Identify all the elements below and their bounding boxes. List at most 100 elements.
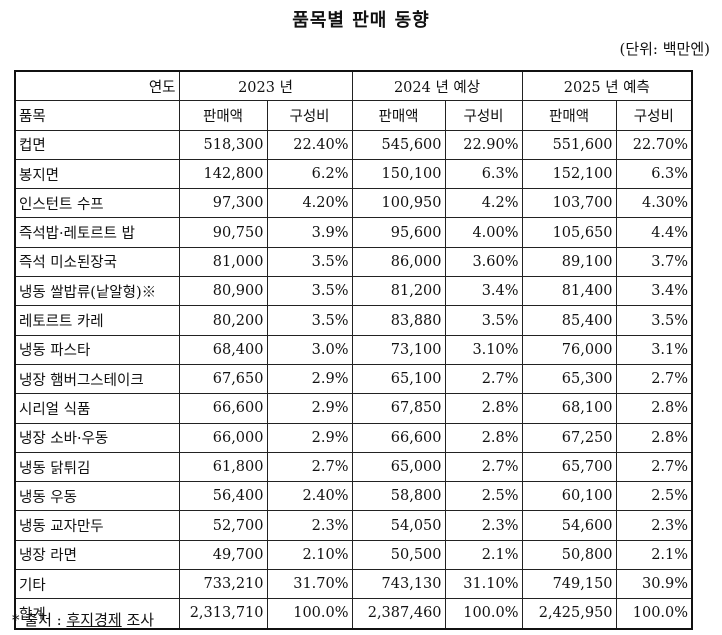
item-name-cell: 냉장 소바·우동 <box>14 422 180 453</box>
sales-value-cell: 733,210 <box>178 569 268 600</box>
sales-value-cell: 103,700 <box>521 188 617 219</box>
share-value-cell: 3.5% <box>266 246 353 278</box>
year-2025-header: 2025 년 예측 <box>521 70 693 102</box>
page-title: 품목별 판매 동향 <box>292 10 430 31</box>
share-value-cell: 3.60% <box>444 246 523 278</box>
share-header: 구성비 <box>444 100 523 131</box>
sales-value-cell: 65,700 <box>521 451 617 483</box>
share-value-cell: 2.9% <box>266 363 353 395</box>
item-name-cell: 즉석밥·레토르트 밥 <box>14 217 180 248</box>
share-value-cell: 3.7% <box>615 246 693 278</box>
sales-value-cell: 54,050 <box>351 510 446 541</box>
share-value-cell: 3.5% <box>266 276 353 307</box>
sales-value-cell: 80,200 <box>178 305 268 336</box>
share-value-cell: 2.9% <box>266 422 353 453</box>
share-value-cell: 3.4% <box>615 276 693 307</box>
table-row: 기타 733,210 31.70% 743,130 31.10% 749,150 30.9% <box>14 569 693 600</box>
year-2024-header: 2024 년 예상 <box>351 70 523 102</box>
source-prefix: * 출처 : <box>12 611 67 629</box>
sales-value-cell: 81,200 <box>351 276 446 307</box>
item-name-cell: 냉동 쌀밥류(낱알형)※ <box>14 276 180 307</box>
share-value-cell: 3.9% <box>266 217 353 248</box>
share-value-cell: 3.10% <box>444 334 523 365</box>
item-name-cell: 냉동 파스타 <box>14 334 180 365</box>
sales-value-cell: 73,100 <box>351 334 446 365</box>
table-row: 냉동 우동 56,400 2.40% 58,800 2.5% 60,100 2.5% <box>14 481 693 512</box>
table-row: 즉석 미소된장국 81,000 3.5% 86,000 3.60% 89,100 3.7% <box>14 246 693 278</box>
share-value-cell: 2.1% <box>444 539 523 571</box>
share-value-cell: 3.4% <box>444 276 523 307</box>
share-value-cell: 4.2% <box>444 188 523 219</box>
sales-value-cell: 743,130 <box>351 569 446 600</box>
share-value-cell: 31.70% <box>266 569 353 600</box>
share-value-cell: 6.2% <box>266 158 353 190</box>
share-value-cell: 100.0% <box>444 598 523 630</box>
share-value-cell: 6.3% <box>444 158 523 190</box>
sales-value-cell: 67,850 <box>351 393 446 424</box>
share-value-cell: 3.5% <box>615 305 693 336</box>
share-value-cell: 2.8% <box>615 422 693 453</box>
table-row: 냉장 소바·우동 66,000 2.9% 66,600 2.8% 67,250 2.8% <box>14 422 693 453</box>
sales-value-cell: 142,800 <box>178 158 268 190</box>
share-value-cell: 2.5% <box>444 481 523 512</box>
share-value-cell: 100.0% <box>615 598 693 630</box>
sales-header: 판매액 <box>178 100 268 131</box>
table-row: 냉동 교자만두 52,700 2.3% 54,050 2.3% 54,600 2.3% <box>14 510 693 541</box>
table-row: 냉동 닭튀김 61,800 2.7% 65,000 2.7% 65,700 2.7% <box>14 451 693 483</box>
sales-value-cell: 81,000 <box>178 246 268 278</box>
sales-value-cell: 97,300 <box>178 188 268 219</box>
share-value-cell: 3.5% <box>266 305 353 336</box>
share-value-cell: 31.10% <box>444 569 523 600</box>
sales-value-cell: 65,000 <box>351 451 446 483</box>
share-value-cell: 2.1% <box>615 539 693 571</box>
item-name-cell: 봉지면 <box>14 158 180 190</box>
share-value-cell: 2.7% <box>444 363 523 395</box>
share-value-cell: 2.7% <box>444 451 523 483</box>
share-value-cell: 2.3% <box>444 510 523 541</box>
sales-value-cell: 76,000 <box>521 334 617 365</box>
table-row: 냉동 파스타 68,400 3.0% 73,100 3.10% 76,000 3.1% <box>14 334 693 365</box>
share-value-cell: 2.9% <box>266 393 353 424</box>
sales-table: 연도 2023 년 2024 년 예상 2025 년 예측 품목 판매액 구성비… <box>14 70 694 630</box>
table-row: 봉지면 142,800 6.2% 150,100 6.3% 152,100 6.3% <box>14 158 693 190</box>
item-name-cell: 냉장 라면 <box>14 539 180 571</box>
sales-value-cell: 66,000 <box>178 422 268 453</box>
sales-value-cell: 68,100 <box>521 393 617 424</box>
share-value-cell: 3.0% <box>266 334 353 365</box>
share-value-cell: 6.3% <box>615 158 693 190</box>
table-row: 컵면 518,300 22.40% 545,600 22.90% 551,600 22.70… <box>14 129 693 160</box>
sales-value-cell: 83,880 <box>351 305 446 336</box>
source-suffix: 조사 <box>121 611 155 629</box>
header-row-years: 연도 2023 년 2024 년 예상 2025 년 예측 <box>14 70 693 102</box>
sales-value-cell: 66,600 <box>178 393 268 424</box>
item-name-cell: 인스턴트 수프 <box>14 188 180 219</box>
table-row: 냉장 햄버그스테이크 67,650 2.9% 65,100 2.7% 65,300 2.7% <box>14 363 693 395</box>
sales-value-cell: 2,425,950 <box>521 598 617 630</box>
sales-value-cell: 49,700 <box>178 539 268 571</box>
item-name-cell: 레토르트 카레 <box>14 305 180 336</box>
sales-value-cell: 52,700 <box>178 510 268 541</box>
share-value-cell: 2.3% <box>615 510 693 541</box>
share-value-cell: 2.8% <box>444 422 523 453</box>
share-header: 구성비 <box>266 100 353 131</box>
share-value-cell: 22.40% <box>266 129 353 160</box>
item-name-cell: 시리얼 식품 <box>14 393 180 424</box>
sales-value-cell: 65,100 <box>351 363 446 395</box>
share-value-cell: 2.7% <box>615 451 693 483</box>
share-value-cell: 2.40% <box>266 481 353 512</box>
sales-value-cell: 551,600 <box>521 129 617 160</box>
sales-value-cell: 50,800 <box>521 539 617 571</box>
sales-value-cell: 90,750 <box>178 217 268 248</box>
sales-value-cell: 89,100 <box>521 246 617 278</box>
sales-value-cell: 54,600 <box>521 510 617 541</box>
item-name-cell: 합계 <box>14 598 180 630</box>
item-name-cell: 컵면 <box>14 129 180 160</box>
item-name-cell: 즉석 미소된장국 <box>14 246 180 278</box>
share-value-cell: 22.70% <box>615 129 693 160</box>
item-header-label: 품목 <box>14 100 180 131</box>
item-name-cell: 냉동 우동 <box>14 481 180 512</box>
sales-value-cell: 85,400 <box>521 305 617 336</box>
table-row: 레토르트 카레 80,200 3.5% 83,880 3.5% 85,400 3.5% <box>14 305 693 336</box>
share-value-cell: 4.4% <box>615 217 693 248</box>
source-name: 후지경제 <box>66 611 122 629</box>
